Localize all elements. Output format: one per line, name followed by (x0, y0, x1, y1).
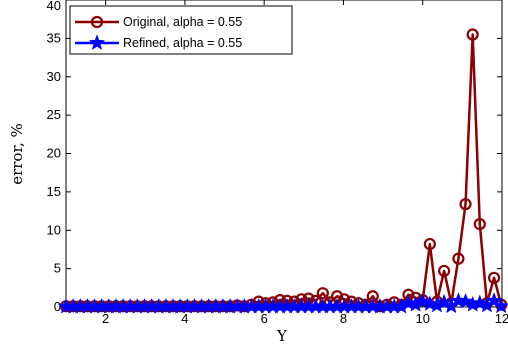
x-tick-label: 12 (495, 311, 508, 326)
legend-marker-circle (90, 15, 104, 29)
data-point-circle (473, 218, 486, 231)
data-point-circle (423, 237, 436, 251)
x-tick-label: 10 (415, 311, 429, 326)
data-point-star (492, 297, 508, 314)
data-point-circle (438, 264, 451, 278)
x-axis-label: Y (276, 327, 288, 345)
data-point-circle (487, 271, 501, 284)
y-tick-label: 35 (47, 30, 61, 45)
data-point-circle (466, 28, 479, 41)
y-tick-label: 30 (47, 69, 61, 84)
series-refined (57, 292, 508, 314)
y-tick-label: 20 (47, 146, 61, 161)
x-tick-label: 6 (261, 311, 268, 326)
legend-label-refined: Refined, alpha = 0.55 (123, 36, 242, 50)
legend: Original, alpha = 0.55 Refined, alpha = … (69, 5, 293, 55)
data-point-circle (459, 198, 472, 211)
data-point-star (457, 292, 474, 309)
legend-entry-original: Original, alpha = 0.55 (75, 15, 242, 29)
y-tick-label: 15 (47, 184, 61, 199)
y-tick-label: 10 (47, 222, 61, 237)
y-axis-label: error, % (8, 123, 26, 185)
x-tick-label: 4 (181, 311, 188, 326)
y-tick-label: 0 (54, 299, 61, 314)
data-point-star (435, 293, 453, 310)
data-point-circle (452, 252, 465, 265)
legend-marker-star (88, 34, 106, 51)
legend-box (69, 5, 293, 55)
series-layer (57, 28, 508, 314)
x-tick-label: 8 (340, 311, 347, 326)
y-tick-label: 25 (47, 107, 61, 122)
y-tick-label: 5 (54, 261, 61, 276)
axis-ticks: 2 4 6 8 10 12 0 5 10 15 20 25 30 35 40 (47, 0, 508, 326)
legend-entry-refined: Refined, alpha = 0.55 (75, 34, 242, 51)
legend-label-original: Original, alpha = 0.55 (123, 15, 242, 29)
x-tick-label: 2 (102, 311, 109, 326)
y-tick-label: 40 (47, 0, 61, 13)
